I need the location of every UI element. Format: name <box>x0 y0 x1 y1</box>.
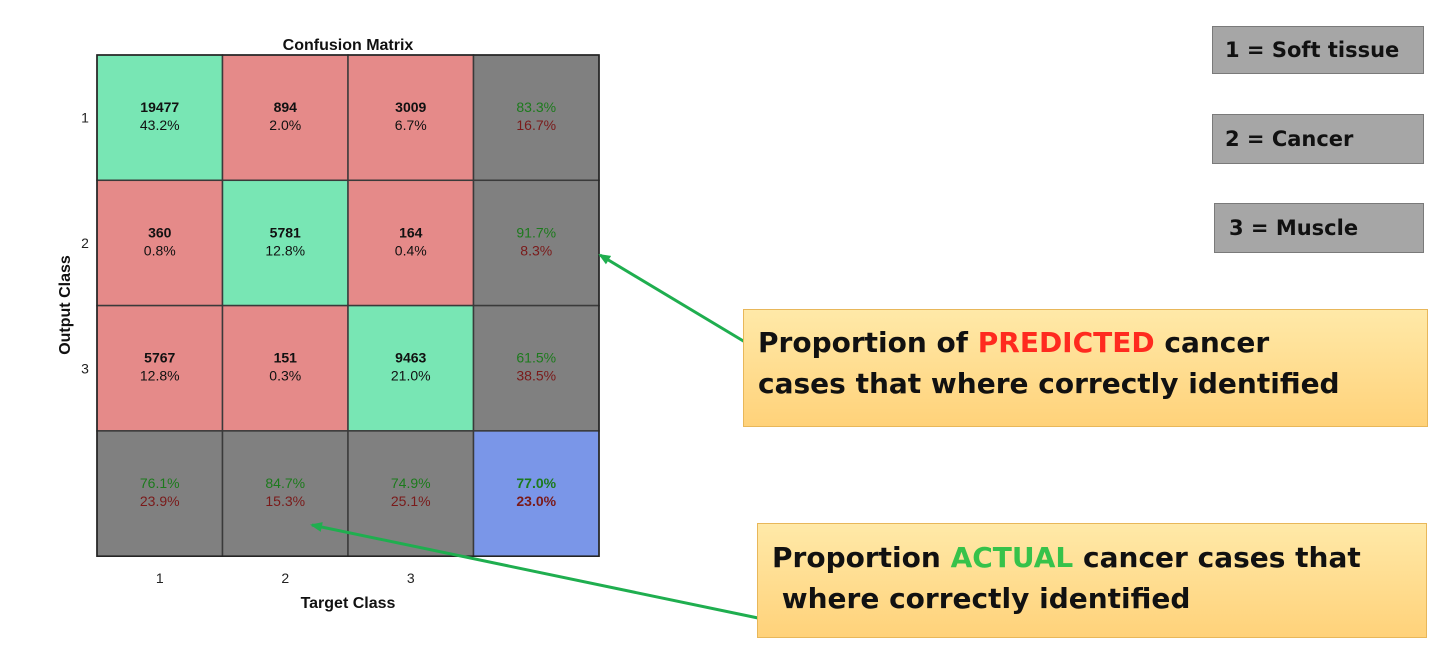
cell-r3-c2: 151 0.3% <box>221 304 349 432</box>
legend-soft-tissue-text: 1 = Soft tissue <box>1225 38 1400 62</box>
overall-accuracy-bottom: 23.0% <box>516 493 556 509</box>
cell-r3-c1-top: 5767 <box>144 350 175 366</box>
col-summary-3: 74.9% 25.1% <box>347 430 475 557</box>
arrow-to-row-summary <box>598 253 746 344</box>
callout-predicted-line1: Proportion of PREDICTED cancer <box>758 326 1270 359</box>
predicted-highlight: PREDICTED <box>977 326 1155 359</box>
cell-r1-c1-bottom: 43.2% <box>140 117 180 133</box>
row-summary-2: 91.7% 8.3% <box>472 179 600 307</box>
cell-r1-c1: 19477 43.2% <box>96 54 224 182</box>
callout-actual-line2: where correctly identified <box>772 581 1191 615</box>
col-summary-2-bottom: 15.3% <box>265 493 305 509</box>
legend-cancer-text: 2 = Cancer <box>1225 127 1354 151</box>
matrix-cells: 19477 43.2% 894 2.0% 3009 6.7% 360 0.8% 5781 12.8… <box>96 54 600 557</box>
col-summary-3-top: 74.9% <box>391 475 431 491</box>
row-summary-2-top: 91.7% <box>516 224 556 240</box>
cell-r1-c2: 894 2.0% <box>221 54 349 182</box>
overall-accuracy-top: 77.0% <box>516 475 556 491</box>
cell-r1-c2-bottom: 2.0% <box>269 117 301 133</box>
cell-r3-c1-bottom: 12.8% <box>140 368 180 384</box>
cell-r2-c2-bottom: 12.8% <box>265 242 305 258</box>
cell-r3-c3-bottom: 21.0% <box>391 368 431 384</box>
row-summary-1-top: 83.3% <box>516 99 556 115</box>
cell-r2-c2: 5781 12.8% <box>221 179 349 307</box>
cell-r1-c2-top: 894 <box>274 99 298 115</box>
actual-highlight: ACTUAL <box>950 541 1074 574</box>
legend-muscle-text: 3 = Muscle <box>1229 216 1359 240</box>
axis-ticks: 1 2 3 1 2 3 <box>81 110 415 587</box>
x-tick-1: 1 <box>156 570 164 586</box>
legend-soft-tissue: 1 = Soft tissue <box>1212 26 1424 74</box>
x-tick-3: 3 <box>407 570 415 586</box>
cell-r2-c3: 164 0.4% <box>347 179 475 307</box>
annotation-arrows <box>310 253 759 620</box>
row-summary-3-top: 61.5% <box>516 350 556 366</box>
row-summary-1-bottom: 16.7% <box>516 117 556 133</box>
arrow-to-col-summary <box>310 522 759 620</box>
cell-r3-c3: 9463 21.0% <box>347 304 475 432</box>
row-summary-2-bottom: 8.3% <box>520 242 552 258</box>
legend-cancer: 2 = Cancer <box>1212 114 1424 164</box>
callout-predicted-line2: cases that where correctly identified <box>758 366 1340 400</box>
cell-r3-c2-top: 151 <box>274 350 298 366</box>
cell-r2-c1: 360 0.8% <box>96 179 224 307</box>
cell-r3-c2-bottom: 0.3% <box>269 368 301 384</box>
y-tick-3: 3 <box>81 360 89 376</box>
row-summary-1: 83.3% 16.7% <box>472 54 600 182</box>
col-summary-1-bottom: 23.9% <box>140 493 180 509</box>
legend-muscle: 3 = Muscle <box>1214 203 1424 253</box>
col-summary-3-bottom: 25.1% <box>391 493 431 509</box>
col-summary-1: 76.1% 23.9% <box>96 430 224 557</box>
y-axis-label: Output Class <box>57 255 74 355</box>
row-summary-3: 61.5% 38.5% <box>472 304 600 432</box>
cell-r2-c2-top: 5781 <box>270 224 301 240</box>
cell-r1-c1-top: 19477 <box>140 99 179 115</box>
cell-r3-c3-top: 9463 <box>395 350 426 366</box>
chart-title: Confusion Matrix <box>283 37 414 54</box>
callout-predicted: Proportion of PREDICTED cancer cases tha… <box>743 309 1428 427</box>
y-tick-1: 1 <box>81 110 89 126</box>
cell-r2-c1-bottom: 0.8% <box>144 242 176 258</box>
cell-r2-c1-top: 360 <box>148 224 172 240</box>
col-summary-2: 84.7% 15.3% <box>221 430 349 557</box>
cell-r3-c1: 5767 12.8% <box>96 304 224 432</box>
cell-r1-c3-top: 3009 <box>395 99 426 115</box>
overall-accuracy: 77.0% 23.0% <box>472 430 600 557</box>
cell-r2-c3-top: 164 <box>399 224 423 240</box>
row-summary-3-bottom: 38.5% <box>516 368 556 384</box>
y-tick-2: 2 <box>81 235 89 251</box>
cell-r2-c3-bottom: 0.4% <box>395 242 427 258</box>
col-summary-2-top: 84.7% <box>265 475 305 491</box>
cell-r1-c3: 3009 6.7% <box>347 54 475 182</box>
x-axis-label: Target Class <box>301 595 396 612</box>
callout-actual: Proportion ACTUAL cancer cases that wher… <box>757 523 1427 638</box>
callout-actual-line1: Proportion ACTUAL cancer cases that <box>772 541 1361 574</box>
x-tick-2: 2 <box>281 570 289 586</box>
cell-r1-c3-bottom: 6.7% <box>395 117 427 133</box>
col-summary-1-top: 76.1% <box>140 475 180 491</box>
